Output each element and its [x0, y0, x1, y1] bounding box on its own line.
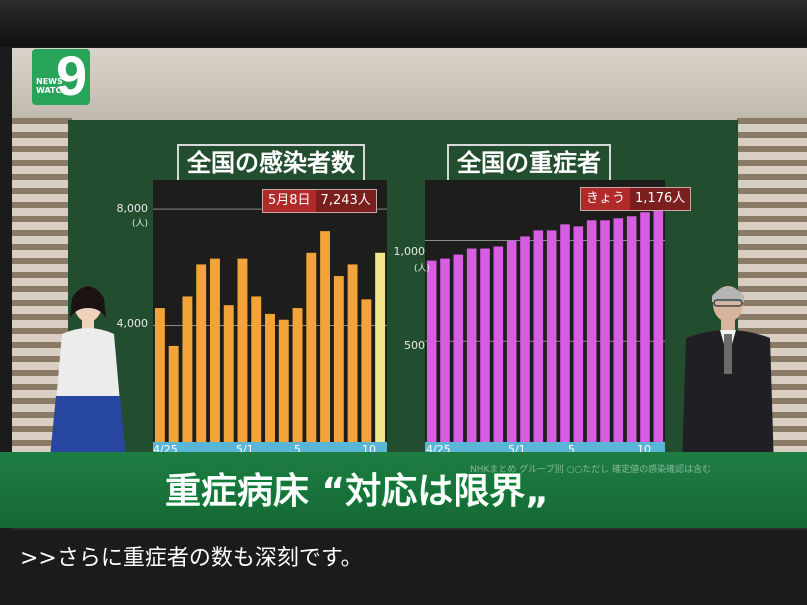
closed-caption: >>さらに重症者の数も深刻です。: [20, 546, 363, 571]
source-note: NHKまとめ グループ別 ○○ただし 確定値の感染確認は含む: [470, 465, 712, 475]
chart-left-yunit: (人): [132, 219, 149, 229]
chart-right-ytick-1000: 1,000: [393, 245, 426, 258]
chart-left-bar-4: [209, 258, 220, 442]
chart-left-plot: [153, 180, 387, 442]
chart-left-title: 全国の感染者数: [177, 144, 365, 182]
chart-right-bar-6: [506, 240, 517, 442]
chart-left-bar-10: [292, 308, 303, 442]
chart-right-bar-14: [613, 218, 624, 442]
chart-left-ytick-4000: 4,000: [116, 317, 149, 330]
chart-left-bar-2: [182, 296, 193, 442]
chart-right-bar-9: [546, 230, 557, 442]
chart-left-bar-11: [306, 252, 317, 442]
chart-right-bar-11: [573, 226, 584, 442]
chart-right-bar-5: [493, 246, 504, 442]
chart-right-bar-7: [520, 236, 530, 442]
chart-right-callout: きょう 1,176人: [580, 187, 692, 211]
chart-right-bar-0: [426, 260, 437, 442]
chart-left-bar-3: [196, 264, 207, 442]
chart-right-bar-13: [600, 220, 610, 442]
chart-right-title: 全国の重症者: [447, 144, 611, 182]
chart-right-bar-16: [640, 212, 650, 442]
chart-right-ytick-500: 500: [404, 339, 425, 352]
chart-right-xlabel-2: 5: [568, 443, 575, 456]
chart-right-bar-1: [440, 258, 450, 442]
chart-left-bar-8: [265, 313, 275, 442]
chart-right-bar-17: [653, 204, 664, 442]
chart-right-yunit: (人): [414, 264, 431, 274]
chart-left-bar-5: [223, 305, 234, 442]
chart-left-xlabel-2: 5: [294, 443, 301, 456]
chart-left-bar-13: [333, 276, 344, 442]
chart-left-callout: 5月8日 7,243人: [262, 189, 377, 213]
tv-bezel: [0, 0, 807, 46]
chart-right-plot: [425, 180, 665, 442]
chart-right-bar-2: [453, 254, 464, 442]
ticker-band: [0, 452, 807, 528]
chart-left-bar-9: [278, 319, 289, 442]
chart-left-ytick-8000: 8,000: [116, 202, 149, 215]
chart-left-bar-0: [154, 308, 165, 442]
chart-right-bar-12: [586, 220, 597, 442]
headline-caption: 重症病床 “対応は限界„: [165, 471, 549, 512]
chart-right-bar-3: [466, 248, 477, 442]
chart-right-bar-15: [626, 216, 637, 442]
chart-right-bar-10: [560, 224, 570, 442]
chart-right-bar-8: [533, 230, 544, 442]
news-watch-9-logo: NEWS WATCH 9: [32, 44, 90, 107]
chart-left-bar-16: [375, 252, 386, 442]
chart-left-bar-6: [237, 258, 248, 442]
chart-right-bar-4: [480, 248, 490, 442]
chart-left-bar-7: [251, 296, 262, 442]
chart-left-bars: [153, 208, 387, 442]
chart-right-bars: [425, 204, 665, 442]
studio-background: [12, 48, 807, 128]
chart-left-bar-1: [168, 345, 179, 442]
chart-left-bar-14: [347, 264, 358, 442]
chart-left-bar-15: [361, 299, 372, 442]
chart-left-bar-12: [320, 231, 331, 442]
